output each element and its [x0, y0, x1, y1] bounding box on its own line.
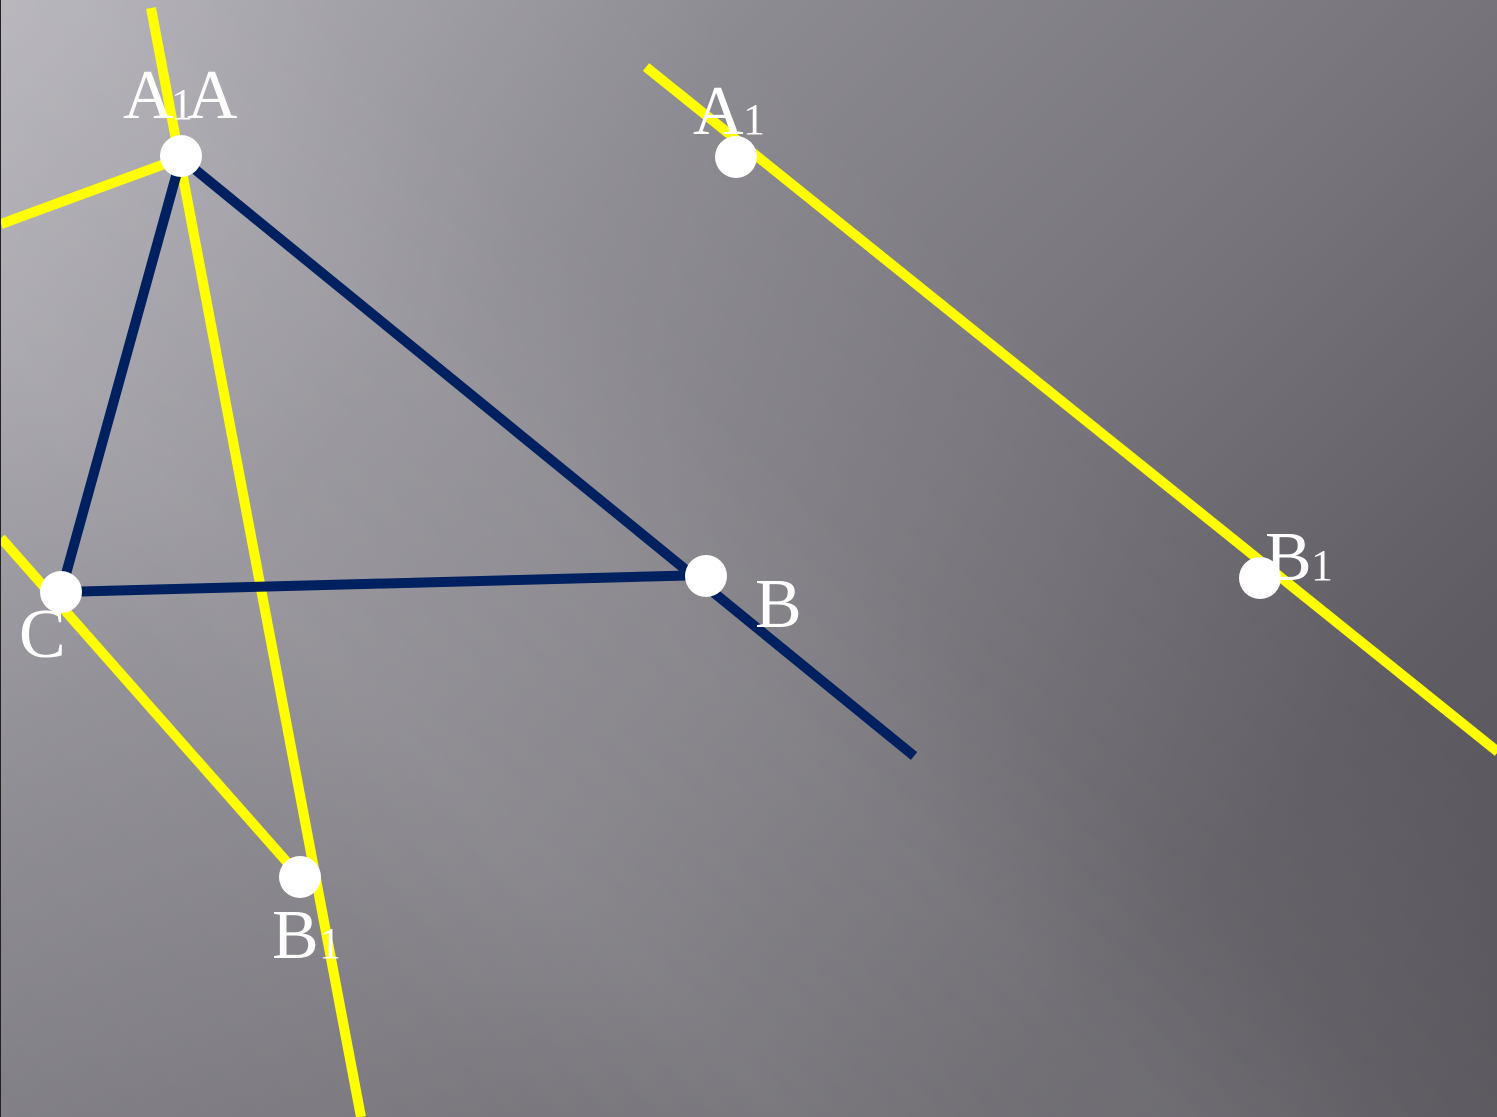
ray-ab-extended — [177, 154, 918, 760]
label-c: C — [19, 596, 66, 673]
line-from-a-left — [1, 153, 183, 229]
side-cb — [60, 570, 707, 597]
label-b1-right: B — [1265, 519, 1312, 596]
point-b — [685, 555, 727, 597]
label-a: A — [187, 57, 238, 134]
label-b1-bottom-subscript: 1 — [319, 919, 341, 968]
label-a1-left-subscript: 1 — [171, 80, 193, 129]
line-through-a-steep — [146, 7, 366, 1117]
point-a1-right — [715, 136, 757, 178]
label-b: B — [755, 566, 802, 643]
label-a1-right: A — [693, 73, 744, 150]
point-a — [160, 135, 202, 177]
side-ac — [56, 156, 186, 594]
point-c — [40, 571, 82, 613]
label-a1-right-subscript: 1 — [743, 95, 765, 144]
point-b1-right — [1239, 557, 1281, 599]
point-b1-bottom — [279, 856, 321, 898]
label-b1-bottom: B — [272, 897, 319, 974]
label-a1-left: A — [123, 57, 174, 134]
label-b1-right-subscript: 1 — [1311, 541, 1333, 590]
line-a1-b1-right — [642, 63, 1497, 756]
